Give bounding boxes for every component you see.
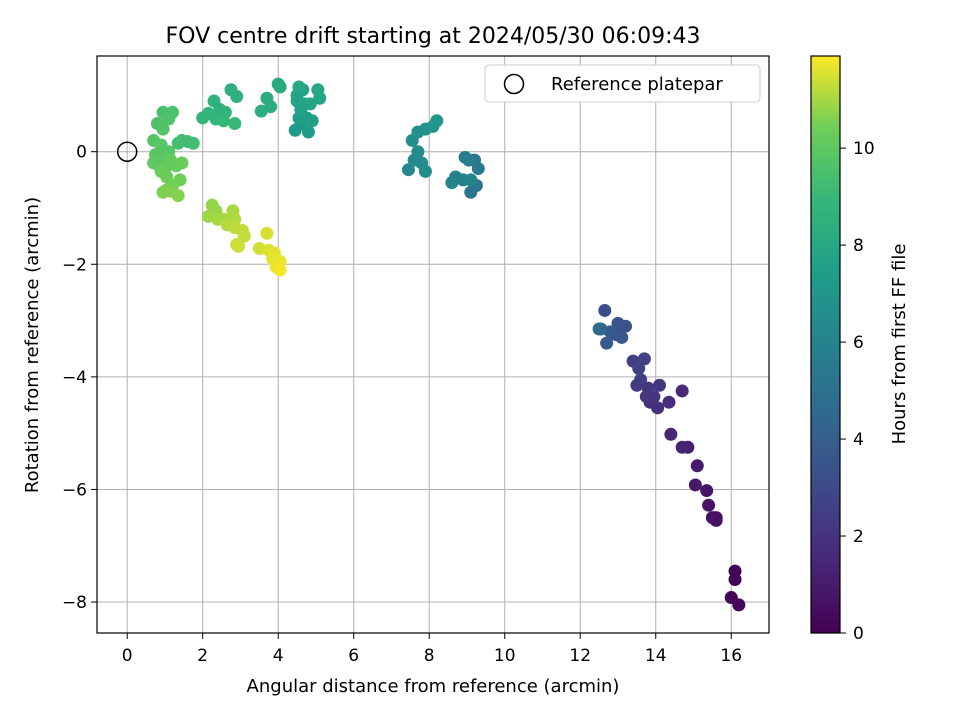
data-point xyxy=(292,80,306,94)
plot-frame xyxy=(96,55,770,634)
data-point xyxy=(401,163,415,177)
x-tick-label: 6 xyxy=(348,646,359,666)
x-tick-label: 0 xyxy=(122,646,133,666)
colorbar-ticks: 0 2 4 6 8 10 xyxy=(840,139,875,644)
data-point xyxy=(230,90,244,104)
data-point xyxy=(471,162,485,176)
data-point xyxy=(592,322,606,336)
colorbar: 0 2 4 6 8 10 Hours from first FF file xyxy=(810,55,910,644)
legend-box xyxy=(484,64,761,103)
data-point xyxy=(675,440,689,454)
x-axis-label: Angular distance from reference (arcmin) xyxy=(247,676,620,697)
data-points xyxy=(147,77,746,612)
x-tick-label: 12 xyxy=(569,646,591,666)
data-point xyxy=(462,153,476,167)
data-point xyxy=(653,378,667,392)
colorbar-tick-label: 0 xyxy=(853,624,864,644)
data-point xyxy=(254,104,268,118)
data-point xyxy=(702,498,716,512)
data-point xyxy=(688,478,702,492)
data-point xyxy=(171,136,185,150)
data-point xyxy=(445,176,459,190)
x-tick-label: 2 xyxy=(197,646,208,666)
x-tick-label: 8 xyxy=(424,646,435,666)
x-tick-label: 14 xyxy=(645,646,667,666)
reference-marker xyxy=(116,141,138,162)
data-point xyxy=(162,112,176,126)
data-point xyxy=(430,114,444,128)
reference-point xyxy=(116,141,138,162)
data-point xyxy=(411,145,425,159)
data-point xyxy=(662,395,676,409)
legend: Reference platepar xyxy=(484,64,761,103)
data-point xyxy=(690,459,704,473)
colorbar-tick-label: 8 xyxy=(853,236,864,256)
data-point xyxy=(632,361,646,375)
data-point xyxy=(216,114,230,128)
x-axis-ticks: 0 2 4 6 8 10 12 14 16 xyxy=(122,633,742,666)
legend-marker xyxy=(503,73,525,95)
y-axis-label: Rotation from reference (arcmin) xyxy=(22,197,43,493)
data-point xyxy=(464,173,478,187)
data-point xyxy=(237,229,251,243)
data-point xyxy=(675,384,689,398)
y-tick-label: 0 xyxy=(76,143,87,163)
y-tick-label: −6 xyxy=(62,480,87,500)
y-tick-label: −4 xyxy=(62,368,87,388)
x-tick-label: 10 xyxy=(494,646,516,666)
data-point xyxy=(418,164,432,178)
data-point xyxy=(175,156,189,170)
data-point xyxy=(700,484,714,498)
data-point xyxy=(301,125,315,139)
x-tick-label: 16 xyxy=(720,646,742,666)
data-point xyxy=(598,303,612,317)
data-point xyxy=(303,97,317,111)
data-point xyxy=(305,114,319,128)
data-point xyxy=(634,373,648,387)
data-point xyxy=(311,83,325,97)
data-point xyxy=(232,239,246,253)
colorbar-gradient xyxy=(810,55,841,634)
y-tick-label: −2 xyxy=(62,255,87,275)
data-point xyxy=(615,330,629,344)
data-point xyxy=(728,573,742,587)
data-point xyxy=(273,80,287,94)
colorbar-tick-label: 2 xyxy=(853,527,864,547)
data-point xyxy=(196,111,210,125)
x-tick-label: 4 xyxy=(273,646,284,666)
grid-lines xyxy=(97,56,769,633)
data-point xyxy=(611,316,625,330)
colorbar-tick-label: 10 xyxy=(853,139,875,159)
data-point xyxy=(186,136,200,150)
data-point xyxy=(732,598,746,612)
data-point xyxy=(273,263,287,277)
colorbar-label: Hours from first FF file xyxy=(889,244,910,445)
data-point xyxy=(637,352,651,366)
data-point xyxy=(600,336,614,350)
data-point xyxy=(641,381,655,395)
plot-area: 0 2 4 6 8 10 12 14 16 −8 −6 −4 −2 0 xyxy=(62,55,770,666)
colorbar-tick-label: 6 xyxy=(853,333,864,353)
y-tick-label: −8 xyxy=(62,593,87,613)
data-point xyxy=(709,513,723,527)
data-point xyxy=(171,189,185,203)
colorbar-tick-label: 4 xyxy=(853,430,864,450)
data-point xyxy=(260,226,274,240)
data-point xyxy=(228,117,242,131)
y-axis-ticks: −8 −6 −4 −2 0 xyxy=(62,143,97,613)
chart-title: FOV centre drift starting at 2024/05/30 … xyxy=(166,24,701,49)
data-point xyxy=(664,427,678,441)
data-point xyxy=(156,122,170,136)
legend-label: Reference platepar xyxy=(551,74,723,95)
